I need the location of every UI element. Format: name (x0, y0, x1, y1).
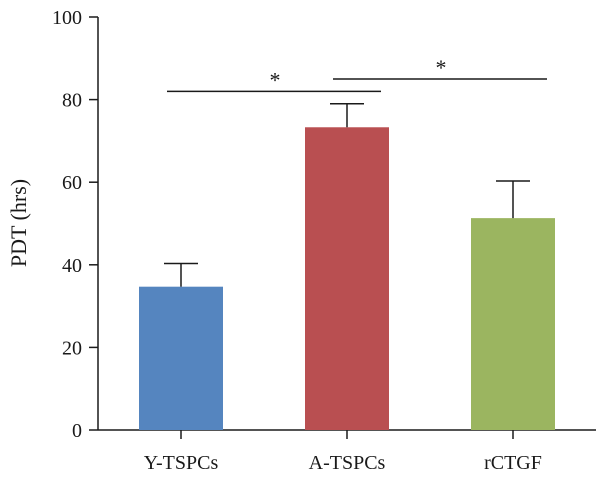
bar (305, 127, 389, 431)
error-bars (164, 102, 530, 287)
significance-label: * (436, 55, 447, 80)
y-tick-label: 100 (52, 7, 82, 29)
x-tick-label: rCTGF (484, 452, 542, 474)
y-tick-label: 20 (62, 337, 82, 359)
y-tick-label: 40 (62, 255, 82, 277)
bar (471, 218, 555, 430)
x-axis: Y-TSPCs A-TSPCs rCTGF (98, 429, 596, 474)
bars (139, 127, 555, 431)
y-tick-label: 80 (62, 90, 82, 112)
x-tick-label: Y-TSPCs (144, 452, 219, 474)
y-tick-label: 60 (62, 172, 82, 194)
x-tick-label: A-TSPCs (309, 452, 386, 474)
significance-brackets: * * (167, 55, 547, 92)
significance-label: * (270, 67, 281, 92)
bar (139, 286, 223, 430)
y-axis: 0 20 40 60 80 100 (52, 7, 99, 442)
y-tick-label: 0 (72, 420, 82, 442)
y-axis-title: PDT (hrs) (6, 179, 31, 267)
